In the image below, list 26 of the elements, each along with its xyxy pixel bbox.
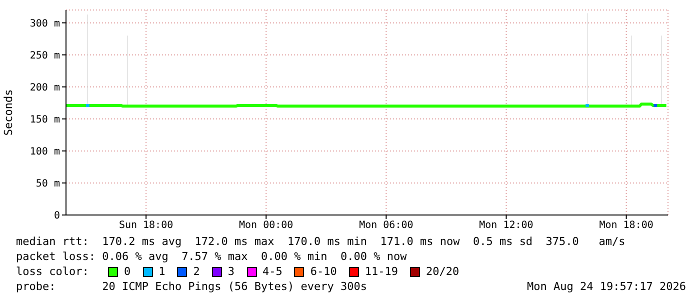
y-tick-label: 50 m — [36, 178, 60, 190]
x-tick-label: Mon 18:00 — [599, 220, 654, 232]
legend-label: 6-10 — [310, 264, 337, 279]
legend-title: loss color: — [16, 264, 90, 279]
y-tick-label: 250 m — [30, 50, 60, 62]
legend-label: 3 — [228, 264, 234, 279]
y-tick-label: 100 m — [30, 146, 60, 158]
y-tick-label: 150 m — [30, 114, 60, 126]
y-axis-title: Seconds — [2, 89, 15, 136]
legend-label: 2 — [193, 264, 200, 279]
legend-label: 20/20 — [426, 264, 460, 279]
legend-label: 4-5 — [262, 264, 282, 279]
x-tick-label: Mon 06:00 — [359, 220, 414, 232]
text: packet loss: 0.06 % avg 7.57 % max 0.00 % min 0.00 % now — [16, 249, 408, 264]
legend-label: 1 — [158, 264, 166, 279]
y-tick-label: 0 — [54, 210, 60, 222]
text: probe: 20 ICMP Echo Pings (56 Bytes) every 300s — [16, 279, 367, 294]
text: Mon Aug 24 19:57:17 2026 — [527, 279, 686, 294]
x-tick-label: Mon 00:00 — [239, 220, 294, 232]
x-tick-label: Sun 18:00 — [118, 220, 174, 232]
x-tick-label: Mon 12:00 — [479, 220, 534, 232]
y-tick-label: 300 m — [30, 18, 60, 30]
legend-label: 11-19 — [364, 264, 398, 279]
legend-label: 0 — [124, 264, 131, 279]
text: median rtt: 170.2 ms avg 172.0 ms max 170.0 ms min 171.0 ms now 0.5 ms sd 375.0 am/s — [16, 234, 626, 249]
y-tick-label: 200 m — [30, 82, 60, 94]
